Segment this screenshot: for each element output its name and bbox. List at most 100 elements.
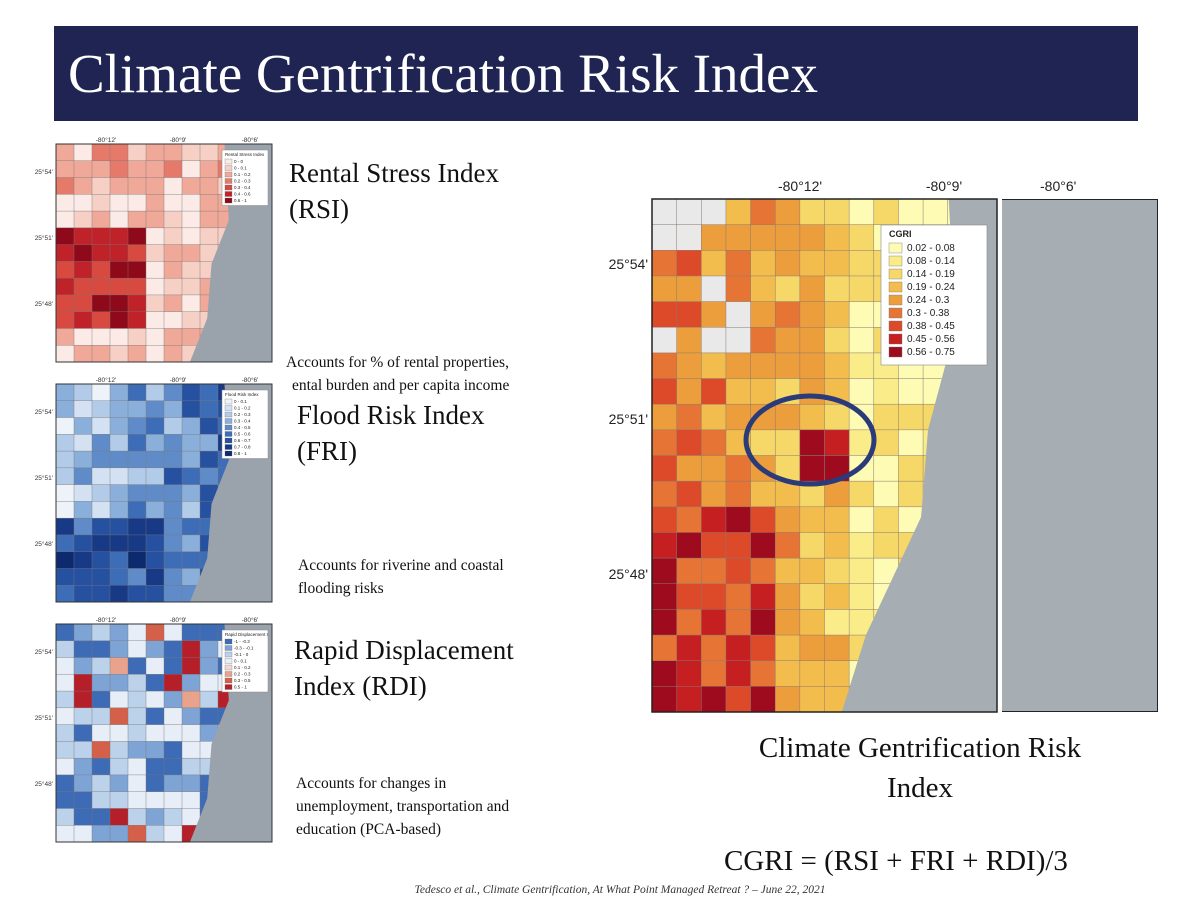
census-tract [73, 534, 93, 553]
census-tract [181, 724, 201, 743]
census-tract [73, 210, 93, 229]
census-tract [873, 378, 900, 405]
legend-swatch [888, 307, 903, 319]
census-tract [73, 417, 93, 436]
legend-swatch [224, 638, 233, 645]
rsi-title: Rental Stress Index (RSI) [289, 155, 579, 227]
census-tract [127, 277, 147, 296]
census-tract [873, 199, 900, 226]
census-tract [145, 774, 165, 793]
census-tract [181, 177, 201, 196]
census-tract [163, 277, 183, 296]
census-tract [181, 707, 201, 726]
census-tract [145, 277, 165, 296]
census-tract [109, 328, 129, 346]
census-tract [750, 429, 776, 457]
census-tract [199, 690, 219, 709]
census-tract [163, 261, 183, 279]
census-tract [774, 352, 801, 380]
census-tract [145, 194, 165, 212]
rdi-title: Rapid Displacement Index (RDI) [294, 632, 594, 704]
census-tract [73, 568, 93, 586]
census-tract [799, 199, 826, 226]
census-tract [56, 640, 75, 659]
census-tract [181, 657, 201, 676]
latitude-tick: 25°48' [609, 566, 648, 582]
legend-range: 0.1 - 0.2 [234, 665, 251, 670]
legend-range: 0.5 - 1 [234, 685, 247, 690]
census-tract [750, 634, 776, 662]
census-tract [73, 227, 93, 246]
census-tract [91, 384, 111, 402]
census-tract [109, 194, 129, 212]
census-tract [109, 484, 129, 503]
latitude-tick: 25°51' [609, 411, 648, 427]
census-tract [163, 657, 183, 676]
census-tract [181, 551, 201, 570]
map-frame [55, 143, 273, 363]
census-tract [652, 378, 678, 405]
legend-swatch [224, 671, 233, 677]
census-tract [56, 534, 75, 553]
fri-abbr: (FRI) [297, 436, 357, 466]
census-tract [127, 774, 147, 793]
census-tract [56, 791, 75, 810]
legend-range: 0.3 - 0.4 [234, 185, 251, 190]
census-tract [799, 429, 825, 456]
census-tract [56, 707, 75, 726]
census-tract [824, 660, 850, 688]
census-tract [774, 634, 801, 662]
census-tract [652, 686, 678, 712]
census-tract [676, 275, 703, 303]
census-tract [163, 757, 183, 776]
map-frame [55, 383, 273, 603]
census-tract [145, 311, 165, 330]
fri-description: Accounts for riverine and coastal floodi… [298, 554, 588, 600]
census-tract [652, 455, 678, 482]
legend-swatch [224, 651, 233, 658]
legend-range: 0.1 - 0.2 [234, 172, 251, 177]
census-tract [652, 557, 678, 585]
census-tract [73, 328, 93, 346]
census-tract [109, 690, 129, 709]
census-tract [73, 160, 93, 179]
legend-swatch [224, 450, 233, 457]
census-tract [676, 403, 703, 431]
legend-range: 0.08 - 0.14 [907, 256, 955, 267]
census-tract [163, 624, 183, 642]
census-tract [127, 825, 147, 842]
census-tract [91, 261, 111, 279]
census-tract [127, 417, 147, 436]
fri-desc-line-1: Accounts for riverine and coastal [298, 557, 504, 574]
census-tract [181, 244, 201, 263]
latitude-tick: 25°51' [35, 714, 53, 722]
census-tract [127, 517, 147, 536]
census-tract [145, 568, 165, 586]
census-tract [799, 378, 826, 405]
rdi-abbr: Index (RDI) [294, 671, 427, 701]
census-tract [824, 327, 850, 354]
census-tract [750, 609, 776, 636]
census-tract [145, 417, 165, 436]
census-tract [199, 640, 219, 659]
census-tract [774, 660, 801, 688]
census-tract [145, 484, 165, 503]
census-tract [725, 455, 752, 482]
rsi-desc-line-1: Accounts for % of rental properties, [286, 354, 509, 371]
census-tract [163, 160, 183, 179]
census-tract [91, 568, 111, 586]
census-tract [701, 609, 727, 636]
legend-swatch [224, 398, 233, 405]
census-tract [109, 657, 129, 676]
latitude-tick: 25°48' [35, 540, 53, 548]
census-tract [774, 455, 801, 482]
fri-map-svg: Flood Risk Index 0 - 0.1 0.1 - 0.20.2 - 0.… [35, 376, 273, 603]
legend-swatch [224, 418, 233, 424]
census-tract [145, 657, 165, 676]
census-tract [91, 674, 111, 692]
census-tract [56, 484, 75, 503]
census-tract [91, 501, 111, 519]
census-tract [73, 825, 93, 842]
rsi-name: Rental Stress Index [289, 158, 499, 188]
census-tract [91, 707, 111, 726]
